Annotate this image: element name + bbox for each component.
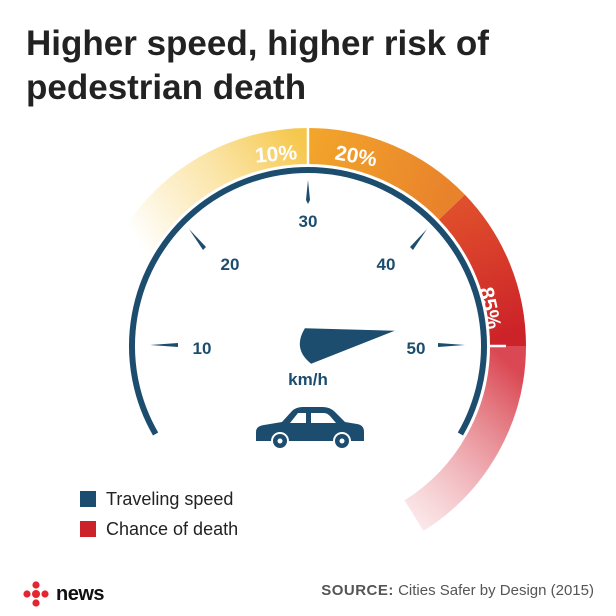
speed-arc: [129, 167, 487, 436]
legend-swatch-speed: [80, 491, 96, 507]
risk-band-low: [105, 128, 309, 279]
tick-20: [189, 229, 206, 250]
legend-swatch-death: [80, 521, 96, 537]
speed-label-20: 20: [221, 255, 240, 274]
logo-text: news: [56, 582, 105, 605]
risk-band-high: [438, 194, 526, 347]
legend: Traveling speed Chance of death: [80, 484, 238, 544]
speed-label-50: 50: [407, 339, 426, 358]
title-line-2: pedestrian death: [26, 68, 307, 107]
needle: [299, 328, 395, 364]
risk-band-medium: [307, 128, 465, 220]
car-icon: [256, 407, 364, 450]
speed-label-40: 40: [377, 255, 396, 274]
page-title: Higher speed, higher risk of pedestrian …: [26, 22, 596, 110]
speed-label-30: 30: [299, 212, 318, 231]
source-label: SOURCE:: [321, 582, 394, 599]
tick-50: [438, 343, 465, 347]
tick-30: [306, 180, 310, 204]
legend-item-death: Chance of death: [80, 514, 238, 544]
source-text: Cities Safer by Design (2015): [398, 582, 594, 599]
tick-40: [410, 229, 427, 250]
speed-ticks: [150, 180, 465, 347]
risk-label-10-percent: 10%: [254, 141, 298, 168]
risk-band-fade: [404, 345, 526, 531]
title-line-1: Higher speed, higher risk of: [26, 24, 489, 63]
speed-label-10: 10: [193, 339, 212, 358]
source-credit: SOURCE: Cities Safer by Design (2015): [321, 582, 594, 599]
legend-label-death: Chance of death: [106, 518, 239, 539]
cbc-gem-icon: [23, 581, 49, 607]
legend-item-speed: Traveling speed: [80, 484, 238, 514]
unit-label: km/h: [288, 370, 328, 389]
legend-label-speed: Traveling speed: [106, 488, 234, 509]
tick-10: [150, 343, 178, 347]
cbc-news-logo: news: [22, 580, 105, 608]
